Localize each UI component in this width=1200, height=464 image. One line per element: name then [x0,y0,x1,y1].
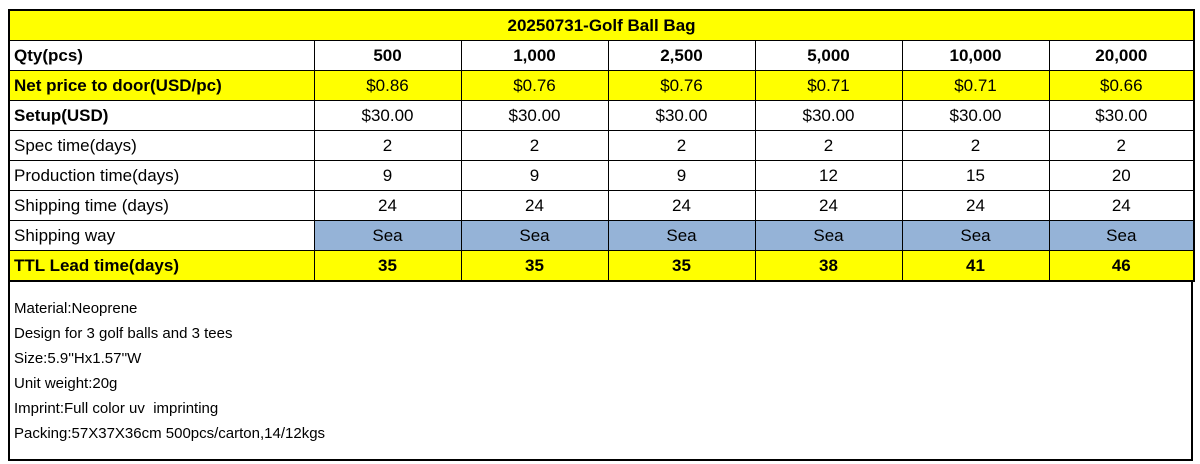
row-shipping-time: Shipping time (days) 24 24 24 24 24 24 [8,190,1195,221]
net-price-value: $0.76 [607,70,756,101]
spec-time-value: 2 [460,130,609,161]
production-time-value: 9 [460,160,609,191]
net-price-value: $0.71 [754,70,903,101]
spec-time-value: 2 [901,130,1050,161]
spec-time-value: 2 [313,130,462,161]
qty-row-label: Qty(pcs) [8,40,315,71]
quote-sheet: 20250731-Golf Ball Bag Qty(pcs) 500 1,00… [8,9,1196,461]
quote-table: 20250731-Golf Ball Bag Qty(pcs) 500 1,00… [8,9,1196,282]
ttl-lead-time-value: 41 [901,250,1050,282]
shipping-time-value: 24 [313,190,462,221]
production-time-value: 20 [1048,160,1195,191]
setup-value: $30.00 [607,100,756,131]
spec-time-row-label: Spec time(days) [8,130,315,161]
shipping-time-row-label: Shipping time (days) [8,190,315,221]
shipping-time-value: 24 [1048,190,1195,221]
note-design: Design for 3 golf balls and 3 tees [14,325,233,342]
ttl-lead-time-value: 35 [607,250,756,282]
shipping-way-value: Sea [460,220,609,251]
shipping-way-value: Sea [313,220,462,251]
qty-value: 500 [313,40,462,71]
row-spec-time: Spec time(days) 2 2 2 2 2 2 [8,130,1195,161]
qty-value: 10,000 [901,40,1050,71]
note-unit-weight: Unit weight:20g [14,375,118,392]
setup-row-label: Setup(USD) [8,100,315,131]
shipping-way-value: Sea [607,220,756,251]
header-row-qty: Qty(pcs) 500 1,000 2,500 5,000 10,000 20… [8,40,1195,71]
shipping-time-value: 24 [460,190,609,221]
shipping-way-value: Sea [1048,220,1195,251]
notes-section: Material:Neoprene Design for 3 golf ball… [8,282,1193,461]
row-production-time: Production time(days) 9 9 9 12 15 20 [8,160,1195,191]
note-material: Material:Neoprene [14,300,138,317]
spec-time-value: 2 [1048,130,1195,161]
ttl-lead-time-value: 38 [754,250,903,282]
row-ttl-lead-time: TTL Lead time(days) 35 35 35 38 41 46 [8,250,1195,282]
shipping-time-value: 24 [901,190,1050,221]
qty-value: 5,000 [754,40,903,71]
title-row: 20250731-Golf Ball Bag [8,9,1195,41]
note-packing: Packing:57X37X36cm 500pcs/carton,14/12kg… [14,425,326,442]
production-time-value: 9 [313,160,462,191]
note-imprint: Imprint:Full color uv imprinting [14,400,219,417]
ttl-lead-time-value: 46 [1048,250,1195,282]
production-time-row-label: Production time(days) [8,160,315,191]
net-price-value: $0.71 [901,70,1050,101]
ttl-lead-time-value: 35 [313,250,462,282]
setup-value: $30.00 [754,100,903,131]
shipping-way-value: Sea [754,220,903,251]
row-setup: Setup(USD) $30.00 $30.00 $30.00 $30.00 $… [8,100,1195,131]
row-net-price: Net price to door(USD/pc) $0.86 $0.76 $0… [8,70,1195,101]
shipping-way-value: Sea [901,220,1050,251]
setup-value: $30.00 [1048,100,1195,131]
qty-value: 2,500 [607,40,756,71]
setup-value: $30.00 [460,100,609,131]
row-shipping-way: Shipping way Sea Sea Sea Sea Sea Sea [8,220,1195,251]
production-time-value: 12 [754,160,903,191]
qty-value: 20,000 [1048,40,1195,71]
sheet-title: 20250731-Golf Ball Bag [8,9,1195,41]
net-price-value: $0.66 [1048,70,1195,101]
net-price-value: $0.86 [313,70,462,101]
spec-time-value: 2 [754,130,903,161]
setup-value: $30.00 [901,100,1050,131]
note-size: Size:5.9''Hx1.57''W [14,350,142,367]
net-price-value: $0.76 [460,70,609,101]
ttl-lead-time-row-label: TTL Lead time(days) [8,250,315,282]
shipping-time-value: 24 [607,190,756,221]
production-time-value: 15 [901,160,1050,191]
shipping-way-row-label: Shipping way [8,220,315,251]
setup-value: $30.00 [313,100,462,131]
spec-time-value: 2 [607,130,756,161]
ttl-lead-time-value: 35 [460,250,609,282]
qty-value: 1,000 [460,40,609,71]
shipping-time-value: 24 [754,190,903,221]
net-price-row-label: Net price to door(USD/pc) [8,70,315,101]
production-time-value: 9 [607,160,756,191]
